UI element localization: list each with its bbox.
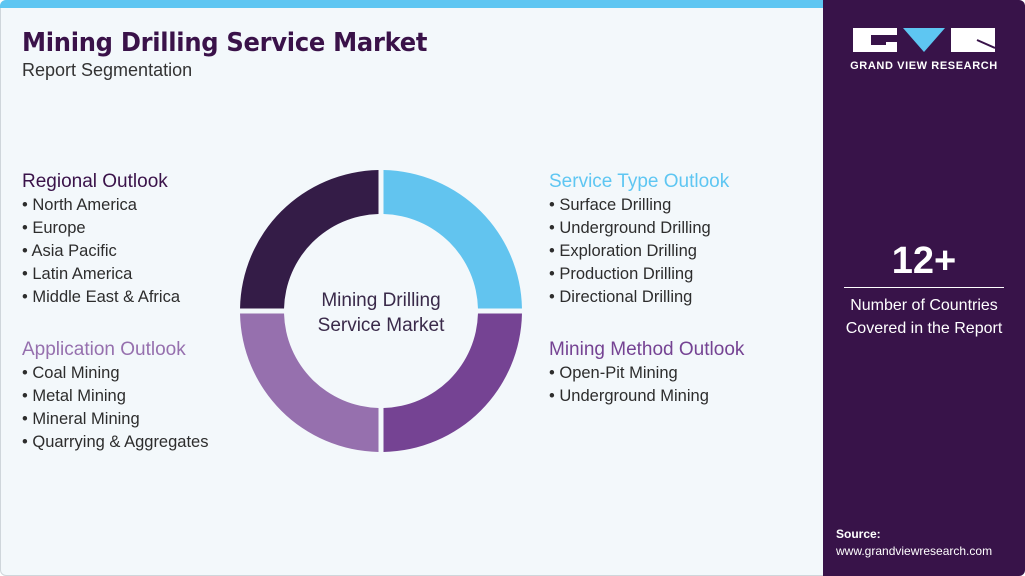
donut-segment-application — [240, 313, 379, 452]
list-item: Asia Pacific — [22, 240, 180, 263]
center-line-1: Mining Drilling — [321, 290, 441, 311]
list-item: Metal Mining — [22, 385, 208, 408]
list-item: Europe — [22, 217, 180, 240]
regional-outlook: Regional Outlook North AmericaEuropeAsia… — [22, 170, 180, 309]
list-item: Surface Drilling — [549, 194, 729, 217]
sidebar — [823, 0, 1025, 576]
list-item: Quarrying & Aggregates — [22, 431, 208, 454]
list-item: Production Drilling — [549, 263, 729, 286]
list-item: Exploration Drilling — [549, 240, 729, 263]
top-accent-bar — [0, 0, 824, 8]
logo-text: GRAND VIEW RESEARCH — [850, 60, 998, 72]
center-line-2: Service Market — [317, 315, 445, 336]
list-item: Underground Mining — [549, 385, 744, 408]
page-title: Mining Drilling Service Market — [22, 28, 428, 58]
source-label: Source: — [836, 527, 881, 541]
segment-title: Mining Method Outlook — [549, 339, 745, 360]
list-item: Middle East & Africa — [22, 286, 180, 309]
list-item: North America — [22, 194, 180, 217]
list-item: Latin America — [22, 263, 180, 286]
service-type-outlook: Service Type Outlook Surface DrillingUnd… — [549, 170, 729, 309]
donut-segment-regional — [240, 170, 379, 309]
list-item: Open-Pit Mining — [549, 362, 744, 385]
grand-view-research-logo — [853, 28, 995, 52]
source-url[interactable]: www.grandviewresearch.com — [836, 544, 993, 558]
list-item: Underground Drilling — [549, 217, 729, 240]
list-item: Coal Mining — [22, 362, 208, 385]
mining-method-outlook: Mining Method Outlook Open-Pit MiningUnd… — [549, 338, 744, 408]
segmentation-donut — [240, 170, 522, 452]
segment-title: Service Type Outlook — [549, 171, 730, 192]
stat-label-1: Number of Countries — [850, 297, 998, 314]
stat-divider — [844, 287, 1004, 288]
donut-center-label: Mining Drilling Service Market — [281, 288, 481, 338]
donut-segment-service-type — [383, 170, 522, 309]
stat-value: 12+ — [891, 240, 957, 282]
list-item: Mineral Mining — [22, 408, 208, 431]
donut-segment-mining-method — [383, 313, 522, 452]
segment-title: Application Outlook — [22, 339, 186, 360]
segment-title: Regional Outlook — [22, 171, 168, 192]
countries-stat: 12+ Number of Countries Covered in the R… — [825, 240, 1023, 340]
list-item: Directional Drilling — [549, 286, 729, 309]
source: Source: www.grandviewresearch.com — [836, 526, 992, 560]
stat-label-2: Covered in the Report — [845, 320, 1003, 337]
page-subtitle: Report Segmentation — [22, 60, 193, 80]
application-outlook: Application Outlook Coal MiningMetal Min… — [22, 338, 208, 454]
